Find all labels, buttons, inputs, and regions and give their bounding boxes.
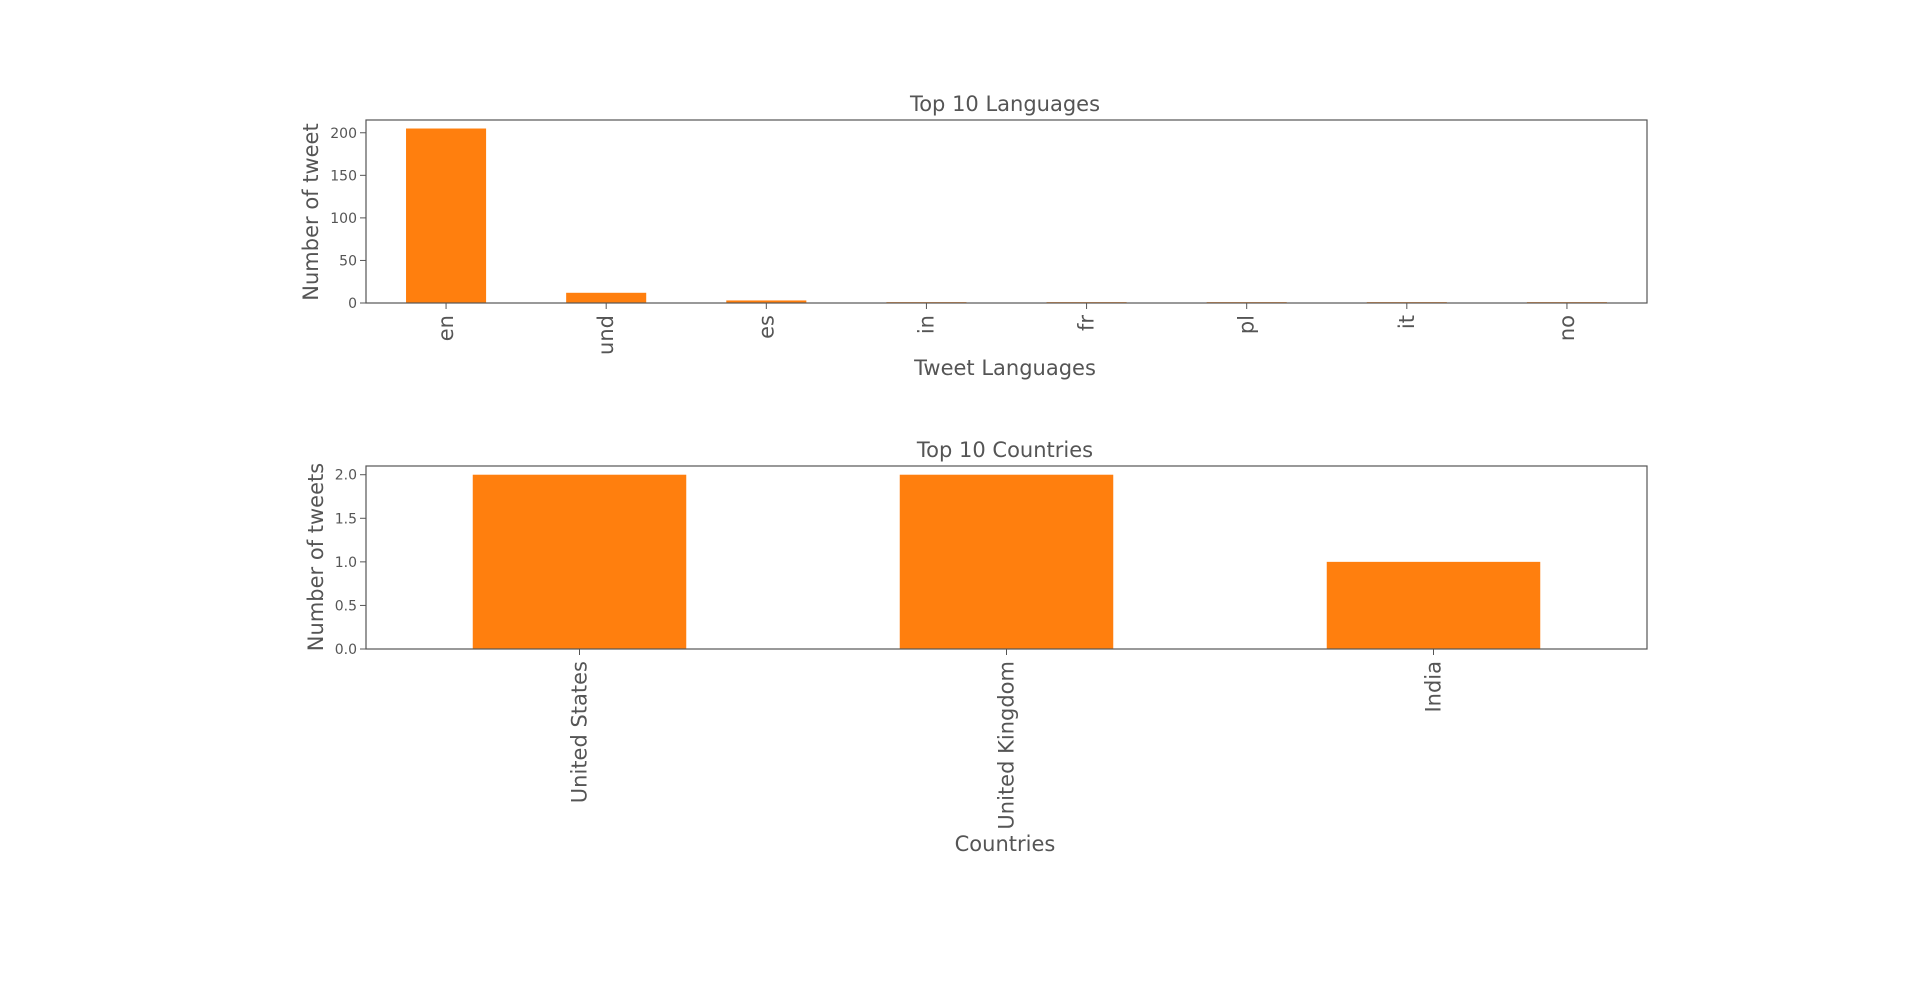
- country-x-tick-label: United Kingdom: [995, 661, 1019, 830]
- language-x-tick-label: es: [754, 315, 778, 339]
- language-y-tick-label: 150: [330, 168, 357, 184]
- language-bar-en: [406, 128, 487, 303]
- language-y-tick-label: 200: [330, 126, 357, 142]
- languages-y-axis-label: Number of tweet: [299, 123, 323, 300]
- country-bar-india: [1326, 561, 1541, 649]
- languages-y-ticks: 0 50 100 150 200: [330, 126, 366, 312]
- language-bar-es: [726, 300, 807, 303]
- language-x-tick-label: und: [594, 315, 618, 355]
- language-y-tick-label: 0: [348, 296, 357, 312]
- country-bar-united-states: [472, 474, 687, 649]
- language-x-tick-label: fr: [1075, 315, 1099, 331]
- country-x-tick-label: India: [1422, 661, 1446, 713]
- countries-plot-frame: [365, 465, 1648, 650]
- country-y-tick-label: 0.5: [335, 598, 357, 614]
- language-x-tick-label: it: [1395, 315, 1419, 329]
- countries-x-axis-label: Countries: [955, 832, 1056, 856]
- language-x-tick-label: en: [434, 315, 458, 341]
- languages-x-ticks: en und es in fr pl it no: [434, 303, 1579, 355]
- country-y-tick-label: 2.0: [335, 468, 357, 484]
- countries-chart-title: Top 10 Countries: [916, 438, 1093, 462]
- language-bar-und: [566, 292, 647, 303]
- countries-y-ticks: 0.0 0.5 1.0 1.5 2.0: [335, 468, 366, 658]
- country-bar-united-kingdom: [899, 474, 1114, 649]
- languages-plot-frame: [365, 119, 1648, 304]
- countries-chart: Top 10 Countries Number of tweets Countr…: [304, 438, 1648, 856]
- languages-chart: Top 10 Languages Number of tweet Tweet L…: [299, 92, 1648, 380]
- country-y-tick-label: 0.0: [335, 642, 357, 658]
- language-x-tick-label: no: [1555, 315, 1579, 341]
- countries-x-ticks: United States United Kingdom India: [568, 649, 1446, 830]
- countries-bars: [472, 474, 1541, 649]
- country-y-tick-label: 1.5: [335, 511, 357, 527]
- language-y-tick-label: 50: [339, 253, 357, 269]
- languages-bars: [406, 128, 1607, 303]
- languages-x-axis-label: Tweet Languages: [913, 356, 1096, 380]
- language-x-tick-label: in: [914, 315, 938, 334]
- countries-y-axis-label: Number of tweets: [304, 463, 328, 651]
- language-x-tick-label: pl: [1235, 315, 1259, 334]
- language-y-tick-label: 100: [330, 211, 357, 227]
- country-x-tick-label: United States: [568, 661, 592, 803]
- languages-chart-title: Top 10 Languages: [909, 92, 1100, 116]
- country-y-tick-label: 1.0: [335, 555, 357, 571]
